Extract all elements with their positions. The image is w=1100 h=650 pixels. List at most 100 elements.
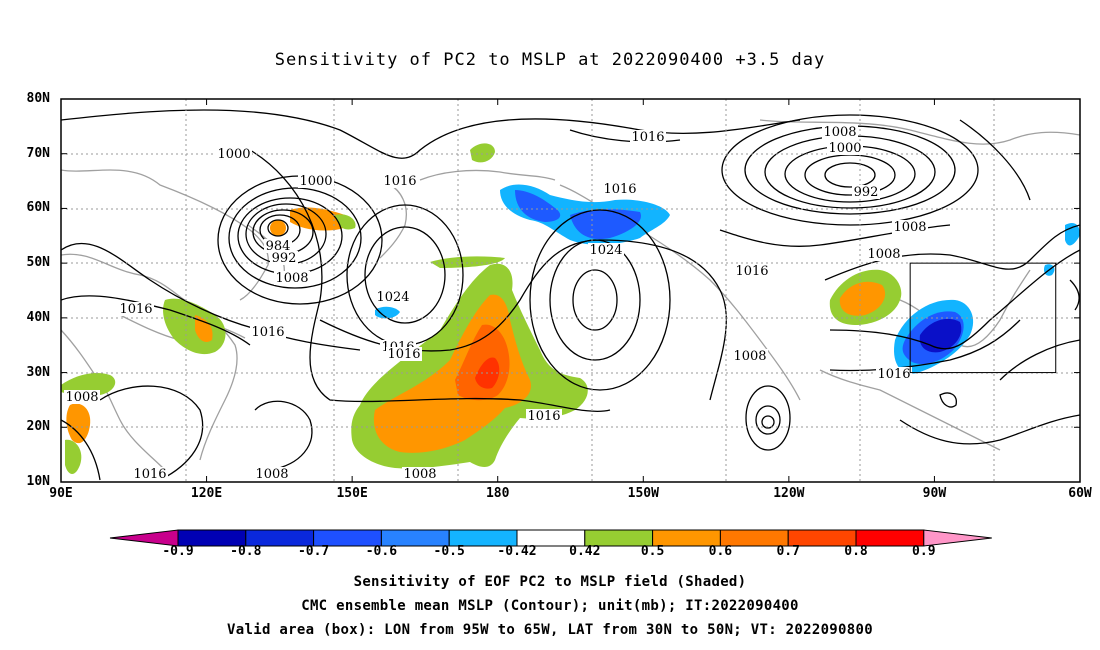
contour-label: 1024	[376, 290, 409, 305]
lon-label: 150E	[336, 486, 368, 501]
contour-label: 1008	[893, 220, 926, 235]
shading-india-green2	[65, 439, 82, 475]
caption-line-3: Valid area (box): LON from 95W to 65W, L…	[227, 622, 873, 638]
contour-label-bg	[822, 125, 858, 139]
contour-label-bg	[892, 220, 928, 234]
contour-label: 1016	[735, 264, 768, 279]
contour-label: 992	[854, 185, 879, 200]
contour-label-bg	[866, 247, 902, 261]
contour-label-bg	[250, 325, 286, 339]
shading-alaska-green	[470, 143, 495, 163]
contour-label-bg	[402, 467, 438, 481]
colorbar	[109, 529, 992, 547]
contour-label: 1000	[217, 147, 250, 162]
contour-label: 1016	[383, 174, 416, 189]
colorbar-label: 0.6	[708, 544, 733, 559]
colorbar-label: -0.9	[162, 544, 194, 559]
grid	[61, 99, 1080, 482]
colorbar-label: -0.8	[230, 544, 262, 559]
valid-area-box	[909, 262, 1057, 374]
contour-label-bg	[386, 347, 422, 361]
lon-label: 180	[485, 486, 510, 501]
contour-label: 1008	[275, 271, 308, 286]
contour-label-bg	[588, 243, 624, 257]
contour-label-bg	[298, 174, 334, 188]
shading-green-small	[430, 256, 505, 268]
contour-label-bg	[264, 239, 292, 253]
caption-line-2: CMC ensemble mean MSLP (Contour); unit(m…	[301, 598, 799, 614]
lat-label: 40N	[26, 309, 50, 325]
contour-label-bg	[270, 251, 298, 265]
lat-label: 10N	[26, 474, 50, 489]
colorbar-label: -0.6	[365, 544, 398, 559]
contour-label: 1016	[387, 347, 420, 362]
contour-label-bg	[732, 349, 768, 363]
contour-label-bg	[734, 264, 770, 278]
contour-label: 984	[266, 239, 291, 254]
colorbar-label: 0.5	[640, 544, 665, 559]
lon-label: 120E	[190, 486, 223, 501]
shading-kamchatka-dot	[270, 220, 286, 236]
contour-label: 1008	[867, 247, 900, 262]
shading-atlantic-blue-strong	[919, 318, 962, 353]
colorbar-label: -0.5	[433, 544, 465, 559]
map-title: Sensitivity of PC2 to MSLP at 2022090400…	[274, 50, 826, 70]
shading-blue-small	[375, 306, 400, 319]
contour-label-bg	[827, 141, 863, 155]
contour-label: 1016	[251, 325, 284, 340]
contour-label-bg	[118, 302, 154, 316]
contour-label: 1016	[133, 467, 166, 482]
contour-label: 1008	[65, 390, 98, 405]
colorbar-label: 0.8	[844, 544, 868, 559]
contour-label-bg	[132, 467, 168, 481]
sensitivity-map: 1000100098499210081016101610161016101610…	[60, 98, 1081, 483]
contour-label-bg	[382, 174, 418, 188]
contour-label: 1008	[823, 125, 856, 140]
contour-label: 1008	[403, 467, 436, 482]
caption-line-1: Sensitivity of EOF PC2 to MSLP field (Sh…	[353, 574, 747, 590]
shading-india-orange	[66, 403, 91, 444]
contour-label-bg	[64, 390, 100, 404]
contour-label-bg	[254, 467, 290, 481]
lat-label: 50N	[26, 255, 50, 271]
contour-label: 1008	[255, 467, 288, 482]
contour-label-bg	[852, 185, 880, 199]
lon-label: 90E	[49, 486, 73, 501]
lat-label: 60N	[26, 200, 50, 216]
colorbar-right-triangle	[923, 529, 992, 547]
contour-label-bg	[216, 147, 252, 161]
shading-bering-blue-mid2	[570, 209, 641, 240]
lat-label: 30N	[26, 364, 50, 380]
contour-label: 1024	[589, 243, 622, 258]
shading-atlantic-orange	[839, 281, 886, 316]
contour-label: 1016	[877, 367, 910, 382]
lon-label: 120W	[773, 486, 805, 501]
shading-bering-blue-mid	[515, 190, 561, 222]
contour-label: 992	[272, 251, 297, 266]
contour-label: 1016	[603, 182, 636, 197]
colorbar-label: 0.42	[569, 544, 601, 559]
contour-label-bg	[602, 182, 638, 196]
map-ticks	[60, 98, 1081, 483]
shading-japan-orange	[195, 315, 213, 342]
contour-label: 1000	[828, 141, 861, 156]
contour-label-bg	[876, 367, 912, 381]
colorbar-label: -0.42	[497, 544, 537, 559]
contour-label-bg	[630, 130, 666, 144]
lon-label: 90W	[922, 486, 947, 501]
lon-label: 150W	[627, 486, 659, 501]
lon-label: 60W	[1068, 486, 1092, 501]
contour-label: 1016	[119, 302, 152, 317]
contour-label: 1000	[299, 174, 332, 189]
map-frame	[60, 98, 1081, 483]
lat-label: 20N	[26, 419, 50, 435]
contour-label: 1016	[631, 130, 664, 145]
contour-labels: 1000100098499210081016101610161016101610…	[64, 125, 928, 482]
contour-label: 1016	[527, 409, 560, 424]
lat-label: 70N	[26, 145, 50, 161]
contour-label-bg	[375, 290, 411, 304]
colorbar-label: 0.9	[912, 544, 936, 559]
contour-label-bg	[526, 409, 562, 423]
colorbar-label: -0.7	[297, 544, 330, 559]
contour-label: 1008	[733, 349, 766, 364]
